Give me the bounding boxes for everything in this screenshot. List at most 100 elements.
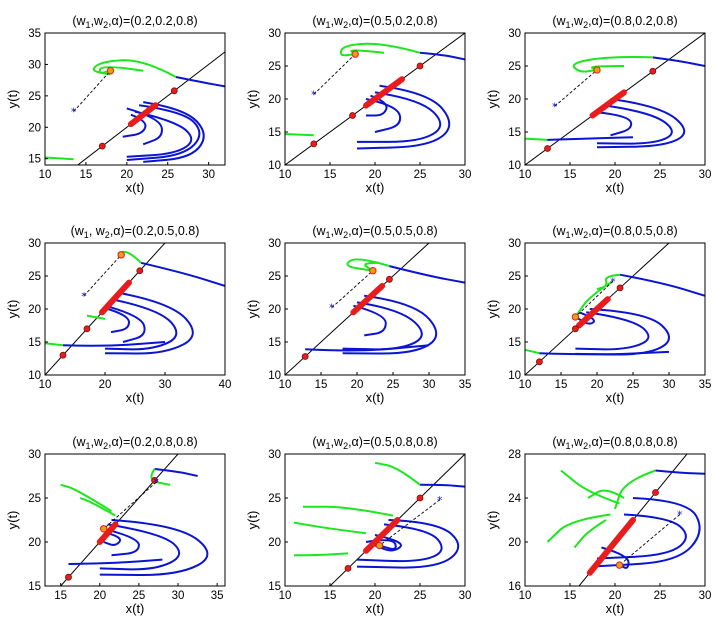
x-tick-label: 30 [699,590,712,602]
title-alpha: ,α)= [588,435,610,449]
axes-box [44,453,226,587]
x-tick-label: 10 [519,379,532,391]
start-star-marker: * [71,106,77,119]
y-axis-label: y(t) [5,511,20,530]
green-trajectory [596,273,621,291]
equilibrium-marker [615,561,624,569]
x-tick-label: 15 [324,590,337,602]
title-mid: ,w [331,224,344,238]
x-tick-label: 30 [202,169,215,181]
y-tick-label: 15 [508,337,521,349]
subplot-title: (w1, w2,α)=(0.2,0.5,0.8) [71,224,200,240]
title-subscript-2: 2 [583,230,588,240]
subplot-title: (w1,w2,α)=(0.2,0.8,0.8) [72,435,197,451]
title-subscript-2: 2 [343,441,348,451]
title-subscript-1: 1 [566,230,571,240]
diagonal-marker [98,142,106,150]
green-trajectory [546,513,611,543]
x-tick-label: 20 [369,590,382,602]
green-trajectory [293,521,367,535]
blue-trajectory [596,513,687,560]
y-tick-label: 15 [508,127,521,139]
green-trajectory [374,461,421,486]
green-trajectory [45,156,74,161]
diagonal-marker [170,87,178,95]
y-tick-label: 20 [268,94,281,106]
title-alpha: ,α)= [108,14,130,28]
title-alpha: ,α)= [348,224,370,238]
subplot-8: (w1,w2,α)=(0.5,0.8,0.8)*10 15 20 25 30152025… [245,435,472,616]
title-prefix: (w [552,224,566,238]
y-tick-label: 20 [268,304,281,316]
connector-line [83,254,122,297]
red-segment [589,89,627,119]
x-tick-label: 10 [279,590,292,602]
y-tick-label: 20 [508,537,521,549]
y-tick-label: 10 [28,370,41,382]
y-tick-label: 30 [268,28,281,40]
title-values: (0.2,0.2,0.8) [130,14,197,28]
x-tick-label: 20 [609,590,622,602]
title-mid: ,w [331,14,344,28]
diagonal-marker [544,145,551,152]
x-tick-label: 25 [387,379,400,391]
y-tick-label: 25 [508,61,521,73]
x-tick-label: 25 [654,169,667,181]
title-alpha: ,α)= [108,435,130,449]
title-values: (0.8,0.5,0.8) [610,224,677,238]
green-trajectory [560,469,620,505]
y-tick-label: 15 [268,581,281,593]
title-alpha: ,α)= [588,224,610,238]
axes-box [44,242,226,376]
blue-trajectory [357,91,442,143]
title-values: (0.2,0.5,0.8) [132,224,199,238]
y-tick-label: 25 [268,493,281,505]
blue-trajectory [596,98,686,149]
x-tick-label: 20 [120,169,133,181]
x-tick-label: 35 [459,379,472,391]
y-tick-label: 10 [268,160,281,172]
blue-trajectory [596,104,673,145]
y-tick-label: 30 [508,238,521,250]
blue-trajectory [619,273,705,297]
x-axis-label: x(t) [126,390,145,405]
y-tick-label: 28 [508,449,521,461]
title-mid: ,w [571,14,584,28]
x-tick-label: 20 [369,169,382,181]
y-tick-label: 30 [28,238,41,250]
blue-trajectory [99,523,181,571]
y-tick-label: 30 [268,449,281,461]
red-segment [127,102,159,128]
green-trajectory [294,552,349,557]
green-trajectory [573,519,607,549]
title-values: (0.5,0.8,0.8) [370,435,437,449]
green-trajectory [98,66,144,74]
y-tick-label: 15 [268,127,281,139]
equilibrium-marker [375,541,384,550]
title-subscript-1: 1 [566,20,571,30]
x-tick-label: 35 [699,379,712,391]
x-tick-label: 15 [564,590,577,602]
blue-trajectory [103,532,122,546]
x-axis-label: x(t) [366,601,385,616]
title-subscript-1: 1 [84,230,89,240]
x-tick-label: 30 [663,379,676,391]
blue-trajectory [143,101,205,163]
y-tick-label: 35 [28,28,41,40]
title-subscript-1: 1 [86,20,91,30]
x-axis-label: x(t) [366,390,385,405]
blue-trajectory [601,546,630,569]
x-tick-label: 10 [279,169,292,181]
green-trajectory [60,483,113,513]
x-tick-label: 30 [459,590,472,602]
x-tick-label: 15 [324,169,337,181]
green-trajectory [587,489,625,499]
blue-trajectory [596,497,701,568]
green-trajectory [339,42,421,57]
blue-trajectory [68,558,163,565]
title-prefix: (w [312,435,326,449]
plot-area: * [525,33,705,165]
start-star-marker: * [552,100,558,113]
y-tick-label: 20 [28,537,41,549]
green-trajectory [45,342,64,347]
